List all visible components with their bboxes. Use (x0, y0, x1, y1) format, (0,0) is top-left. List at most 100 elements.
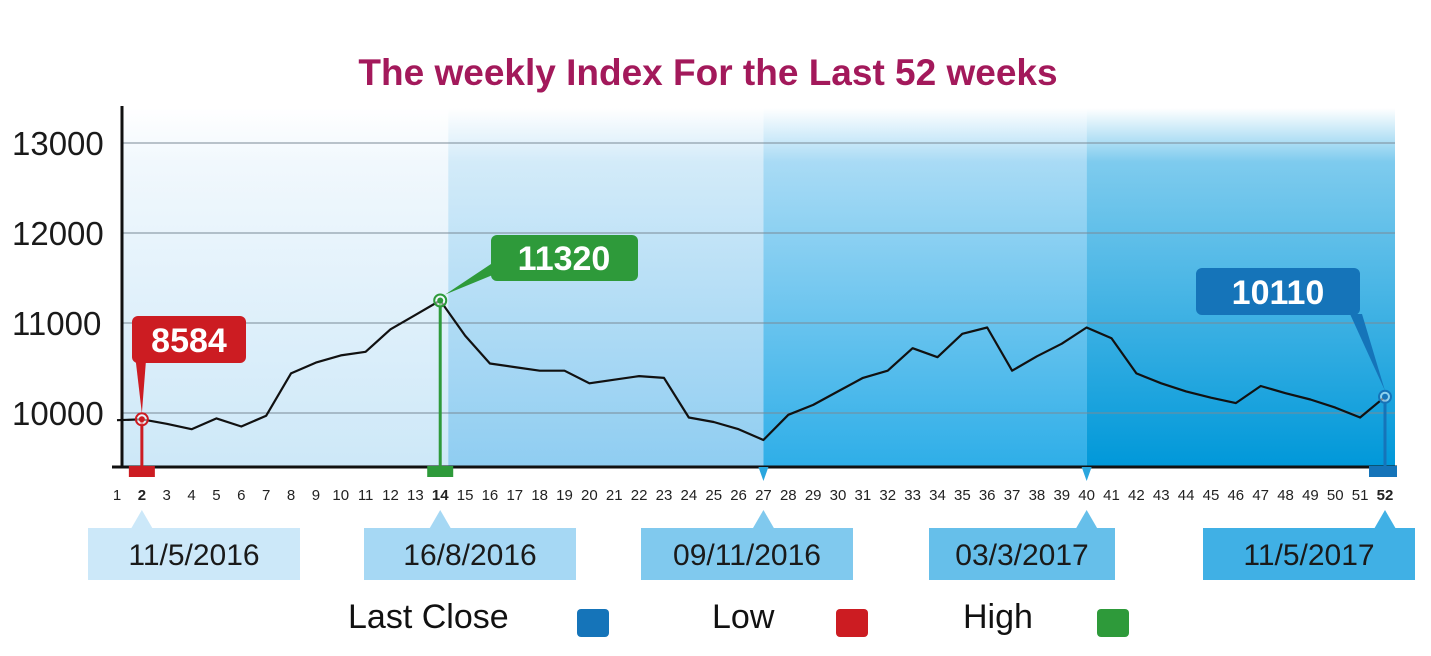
x-tick-2: 2 (138, 487, 146, 504)
low-callout-box (132, 316, 246, 363)
marker-guides (758, 467, 1092, 481)
date-marker-label: 11/5/2016 (128, 539, 259, 572)
high-callout: 11320 (445, 235, 638, 295)
y-tick-10000: 10000 (12, 395, 104, 432)
x-tick-40: 40 (1078, 487, 1095, 504)
x-tick-48: 48 (1277, 487, 1294, 504)
legend-swatch (1097, 609, 1129, 637)
high-marker (427, 466, 454, 477)
x-tick-32: 32 (879, 487, 896, 504)
x-tick-3: 3 (163, 487, 171, 504)
last-callout-box (1196, 268, 1360, 315)
x-tick-43: 43 (1153, 487, 1170, 504)
date-marker-box (88, 528, 300, 580)
x-tick-35: 35 (954, 487, 971, 504)
x-tick-11: 11 (358, 487, 374, 504)
legend-item-last-close: Last Close (348, 598, 609, 637)
x-tick-38: 38 (1029, 487, 1046, 504)
x-tick-25: 25 (705, 487, 722, 504)
x-tick-34: 34 (929, 487, 946, 504)
date-marker-label: 11/5/2017 (1243, 539, 1374, 572)
x-tick-18: 18 (531, 487, 548, 504)
x-tick-1: 1 (113, 487, 121, 504)
high-point-dot (437, 297, 444, 304)
week-40-pointer (1081, 467, 1092, 481)
date-marker-box (364, 528, 576, 580)
low-callout: 8584 (132, 316, 246, 414)
x-tick-41: 41 (1103, 487, 1120, 504)
band-2 (448, 108, 764, 467)
date-markers: 11/5/2016 16/8/2016 09/11/2016 03/3/2017 11/… (88, 510, 1415, 580)
x-tick-23: 23 (656, 487, 673, 504)
date-marker-pointer (1075, 510, 1098, 529)
x-tick-44: 44 (1178, 487, 1195, 504)
x-tick-7: 7 (262, 487, 270, 504)
y-tick-12000: 12000 (12, 215, 104, 252)
y-tick-labels: 10000 11000 12000 13000 (12, 125, 104, 432)
date-marker-box (641, 528, 853, 580)
legend-label: High (963, 598, 1033, 636)
x-tick-5: 5 (212, 487, 220, 504)
legend-item-low: Low (712, 598, 868, 637)
x-tick-29: 29 (805, 487, 822, 504)
last-marker (1369, 466, 1397, 477)
band-3 (763, 108, 1087, 467)
x-tick-labels: 1 2 3 4 5 6 7 8 9 10 11 12 13 14 15 16 17 18 19 20 21 22 23 24 2… (113, 487, 1394, 504)
x-tick-45: 45 (1203, 487, 1220, 504)
x-tick-22: 22 (631, 487, 648, 504)
x-tick-15: 15 (457, 487, 474, 504)
date-marker-1: 11/5/2016 (88, 510, 300, 580)
x-tick-24: 24 (680, 487, 697, 504)
high-callout-tail (445, 258, 500, 295)
low-marker (128, 466, 155, 477)
low-point-dot (138, 416, 145, 423)
low-callout-tail (135, 362, 146, 414)
week-27-pointer (758, 467, 769, 481)
date-marker-label: 09/11/2016 (673, 539, 821, 572)
axes (112, 106, 1397, 477)
x-tick-50: 50 (1327, 487, 1344, 504)
x-tick-13: 13 (407, 487, 424, 504)
date-marker-box (929, 528, 1115, 580)
date-marker-pointer (1374, 510, 1396, 529)
x-tick-49: 49 (1302, 487, 1319, 504)
x-tick-47: 47 (1252, 487, 1269, 504)
legend-label: Last Close (348, 598, 509, 636)
chart-title: The weekly Index For the Last 52 weeks (358, 52, 1057, 93)
x-tick-20: 20 (581, 487, 598, 504)
x-tick-37: 37 (1004, 487, 1021, 504)
x-tick-19: 19 (556, 487, 573, 504)
date-marker-5: 11/5/2017 (1203, 510, 1415, 580)
series-line (116, 299, 1386, 442)
legend-label: Low (712, 598, 775, 636)
x-tick-16: 16 (482, 487, 499, 504)
x-tick-8: 8 (287, 487, 295, 504)
x-tick-30: 30 (830, 487, 847, 504)
x-tick-31: 31 (855, 487, 872, 504)
date-marker-box (1203, 528, 1415, 580)
y-tick-11000: 11000 (12, 305, 101, 342)
y-tick-13000: 13000 (12, 125, 104, 162)
last-callout-label: 10110 (1232, 274, 1325, 312)
date-marker-pointer (752, 510, 775, 529)
last-callout: 10110 (1196, 268, 1385, 391)
x-tick-39: 39 (1053, 487, 1070, 504)
x-tick-14: 14 (432, 487, 449, 504)
date-marker-3: 09/11/2016 (641, 510, 853, 580)
x-tick-27: 27 (755, 487, 772, 504)
high-callout-label: 11320 (518, 240, 611, 278)
x-tick-26: 26 (730, 487, 747, 504)
legend-swatch (577, 609, 609, 637)
date-marker-4: 03/3/2017 (929, 510, 1115, 580)
x-tick-46: 46 (1227, 487, 1244, 504)
x-tick-51: 51 (1352, 487, 1369, 504)
x-tick-21: 21 (606, 487, 623, 504)
x-tick-12: 12 (382, 487, 399, 504)
last-callout-tail (1350, 314, 1385, 391)
background-bands (122, 108, 1395, 467)
legend-swatch (836, 609, 868, 637)
x-tick-6: 6 (237, 487, 245, 504)
x-tick-28: 28 (780, 487, 797, 504)
